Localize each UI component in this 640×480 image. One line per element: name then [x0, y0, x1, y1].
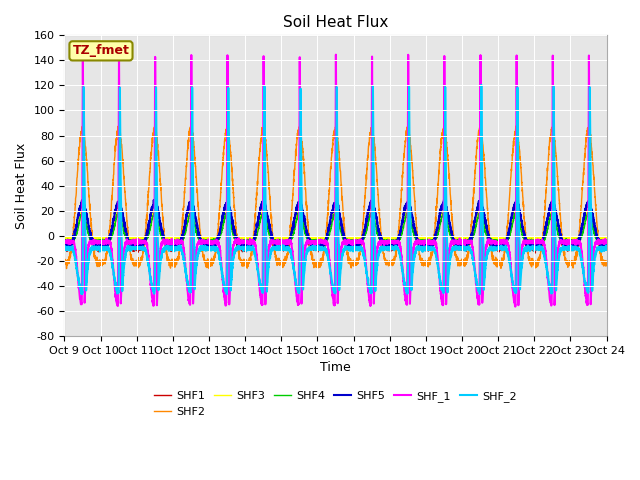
SHF2 — [158, 202, 166, 207]
SHF_1 — [457, 238, 465, 243]
SHF1 — [603, 246, 611, 252]
Y-axis label: Soil Heat Flux: Soil Heat Flux — [15, 143, 28, 229]
SHF4 — [602, 239, 610, 245]
SHF_2 — [61, 247, 68, 252]
SHF5 — [61, 241, 68, 247]
SHF4 — [488, 238, 495, 243]
SHF3 — [602, 236, 610, 242]
SHF1 — [531, 250, 539, 256]
SHF_1 — [602, 238, 610, 244]
SHF3 — [61, 236, 68, 241]
SHF_2 — [223, 291, 230, 297]
Legend: SHF1, SHF2, SHF3, SHF4, SHF5, SHF_1, SHF_2: SHF1, SHF2, SHF3, SHF4, SHF5, SHF_1, SHF… — [150, 386, 521, 421]
SHF1 — [427, 243, 435, 249]
Line: SHF2: SHF2 — [65, 125, 607, 269]
SHF1 — [602, 246, 610, 252]
SHF2 — [316, 262, 323, 268]
SHF5 — [603, 244, 611, 250]
SHF_1 — [488, 239, 495, 245]
SHF5 — [158, 228, 166, 233]
Line: SHF_2: SHF_2 — [65, 85, 607, 294]
SHF4 — [316, 237, 323, 242]
SHF_1 — [61, 240, 68, 246]
SHF3 — [585, 206, 593, 212]
Line: SHF1: SHF1 — [65, 202, 607, 253]
Title: Soil Heat Flux: Soil Heat Flux — [283, 15, 388, 30]
SHF1 — [488, 243, 495, 249]
SHF2 — [63, 266, 70, 272]
SHF2 — [476, 122, 484, 128]
SHF5 — [488, 243, 495, 249]
SHF3 — [392, 238, 400, 243]
SHF_2 — [316, 245, 323, 251]
SHF5 — [79, 197, 86, 203]
SHF1 — [61, 243, 68, 249]
SHF_2 — [602, 244, 610, 250]
SHF5 — [602, 244, 610, 250]
SHF5 — [457, 243, 465, 249]
SHF1 — [457, 245, 465, 251]
Line: SHF4: SHF4 — [65, 212, 607, 243]
SHF1 — [158, 229, 166, 235]
SHF_1 — [316, 239, 323, 244]
Line: SHF_1: SHF_1 — [65, 55, 607, 307]
SHF_2 — [488, 246, 495, 252]
SHF2 — [457, 257, 465, 263]
SHF3 — [457, 236, 465, 241]
SHF3 — [488, 234, 495, 240]
SHF4 — [158, 235, 166, 241]
SHF_2 — [477, 82, 485, 88]
SHF2 — [427, 253, 435, 259]
Line: SHF3: SHF3 — [65, 209, 607, 240]
SHF3 — [427, 234, 435, 240]
SHF_2 — [427, 245, 435, 251]
SHF_1 — [332, 52, 340, 58]
SHF2 — [603, 260, 611, 265]
SHF5 — [427, 243, 435, 249]
Text: TZ_fmet: TZ_fmet — [72, 44, 129, 57]
SHF1 — [260, 199, 268, 204]
SHF3 — [158, 229, 166, 235]
SHF_1 — [427, 238, 435, 243]
SHF_1 — [158, 241, 166, 247]
SHF2 — [488, 251, 495, 256]
SHF2 — [61, 259, 68, 265]
Line: SHF5: SHF5 — [65, 200, 607, 250]
X-axis label: Time: Time — [320, 361, 351, 374]
SHF4 — [457, 237, 465, 242]
SHF2 — [602, 263, 610, 269]
SHF_1 — [511, 304, 519, 310]
SHF3 — [316, 236, 323, 241]
SHF4 — [603, 237, 611, 243]
SHF_2 — [158, 252, 166, 258]
SHF5 — [316, 243, 323, 249]
SHF4 — [115, 209, 122, 215]
SHF1 — [316, 244, 323, 250]
SHF_2 — [457, 246, 465, 252]
SHF4 — [427, 237, 435, 243]
SHF_2 — [603, 247, 611, 252]
SHF4 — [61, 240, 68, 245]
SHF4 — [168, 240, 175, 246]
SHF_1 — [603, 239, 611, 245]
SHF5 — [563, 247, 570, 252]
SHF3 — [603, 235, 611, 241]
